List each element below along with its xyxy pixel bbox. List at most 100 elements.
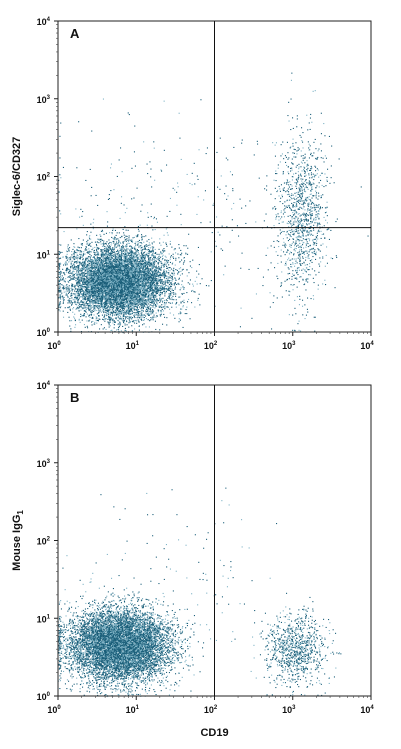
scatter-point bbox=[153, 289, 155, 291]
scatter-point bbox=[134, 270, 136, 272]
scatter-point bbox=[117, 249, 119, 251]
scatter-point bbox=[155, 252, 157, 254]
scatter-point bbox=[181, 293, 183, 295]
scatter-point bbox=[121, 275, 123, 277]
scatter-point bbox=[105, 254, 107, 256]
scatter-point bbox=[95, 272, 97, 274]
scatter-point bbox=[169, 288, 171, 290]
scatter-point bbox=[82, 303, 84, 305]
scatter-point bbox=[112, 312, 114, 314]
scatter-point bbox=[166, 265, 168, 267]
scatter-point bbox=[84, 249, 86, 251]
scatter-point bbox=[95, 320, 97, 322]
scatter-point bbox=[140, 273, 142, 275]
scatter-point bbox=[127, 252, 129, 254]
scatter-point bbox=[96, 319, 98, 321]
scatter-point bbox=[116, 268, 118, 270]
scatter-point bbox=[104, 260, 106, 262]
scatter-point bbox=[68, 285, 70, 287]
scatter-point bbox=[106, 299, 108, 301]
scatter-point bbox=[83, 278, 85, 280]
scatter-point bbox=[69, 325, 71, 327]
scatter-point bbox=[120, 266, 122, 268]
scatter-point bbox=[135, 256, 137, 258]
scatter-point bbox=[118, 252, 120, 254]
scatter-point bbox=[143, 298, 145, 300]
scatter-point bbox=[83, 280, 85, 282]
scatter-point bbox=[87, 281, 89, 283]
scatter-point bbox=[129, 277, 131, 279]
scatter-point bbox=[86, 279, 88, 281]
scatter-point bbox=[98, 242, 100, 244]
scatter-point bbox=[132, 288, 134, 290]
scatter-point bbox=[157, 303, 159, 305]
scatter-point bbox=[115, 256, 117, 258]
scatter-point bbox=[172, 269, 174, 271]
scatter-point bbox=[146, 313, 148, 315]
scatter-point bbox=[74, 317, 76, 319]
scatter-point bbox=[148, 299, 150, 301]
scatter-point bbox=[96, 306, 98, 308]
scatter-point bbox=[173, 270, 175, 272]
scatter-point bbox=[164, 282, 166, 284]
scatter-point bbox=[107, 271, 109, 273]
scatter-point bbox=[85, 249, 87, 251]
scatter-point bbox=[69, 275, 71, 277]
scatter-point bbox=[143, 284, 145, 286]
scatter-point bbox=[122, 306, 124, 308]
scatter-point bbox=[108, 302, 110, 304]
scatter-point bbox=[187, 282, 189, 284]
scatter-point bbox=[86, 241, 88, 243]
scatter-point bbox=[119, 311, 121, 313]
scatter-point bbox=[124, 316, 126, 318]
scatter-point bbox=[176, 269, 178, 271]
scatter-point bbox=[136, 303, 138, 305]
scatter-point bbox=[118, 323, 120, 325]
scatter-point bbox=[100, 277, 102, 279]
scatter-point bbox=[125, 252, 127, 254]
scatter-point bbox=[131, 307, 133, 309]
scatter-point bbox=[81, 315, 83, 317]
scatter-point bbox=[151, 312, 153, 314]
scatter-point bbox=[146, 253, 148, 255]
scatter-point bbox=[115, 255, 117, 257]
scatter-point bbox=[149, 268, 151, 270]
scatter-point bbox=[127, 301, 129, 303]
scatter-point bbox=[187, 253, 189, 255]
scatter-point bbox=[65, 262, 67, 264]
scatter-point bbox=[92, 273, 94, 275]
scatter-point bbox=[75, 308, 77, 310]
scatter-point bbox=[87, 239, 89, 241]
scatter-point bbox=[160, 277, 162, 279]
scatter-point bbox=[148, 292, 150, 294]
scatter-point bbox=[72, 269, 74, 271]
scatter-point bbox=[94, 310, 96, 312]
scatter-point bbox=[143, 245, 145, 247]
scatter-point bbox=[95, 274, 97, 276]
scatter-point bbox=[120, 330, 122, 332]
scatter-point bbox=[83, 264, 85, 266]
scatter-point bbox=[104, 258, 106, 260]
scatter-point bbox=[99, 238, 101, 240]
scatter-point bbox=[159, 287, 161, 289]
scatter-point bbox=[110, 249, 112, 251]
scatter-point bbox=[178, 257, 180, 259]
scatter-point bbox=[131, 278, 133, 280]
scatter-point bbox=[128, 257, 130, 259]
scatter-point bbox=[126, 266, 128, 268]
scatter-point bbox=[114, 317, 116, 319]
scatter-point bbox=[65, 286, 67, 288]
scatter-point bbox=[116, 251, 118, 253]
scatter-point bbox=[122, 253, 124, 255]
scatter-point bbox=[178, 268, 180, 270]
scatter-point bbox=[95, 269, 97, 271]
scatter-point bbox=[70, 328, 72, 330]
scatter-point bbox=[60, 306, 62, 308]
scatter-point bbox=[77, 261, 79, 263]
scatter-point bbox=[78, 319, 80, 321]
scatter-point bbox=[97, 272, 99, 274]
scatter-point bbox=[136, 260, 138, 262]
scatter-point bbox=[170, 293, 172, 295]
scatter-point bbox=[103, 265, 105, 267]
scatter-point bbox=[89, 294, 91, 296]
